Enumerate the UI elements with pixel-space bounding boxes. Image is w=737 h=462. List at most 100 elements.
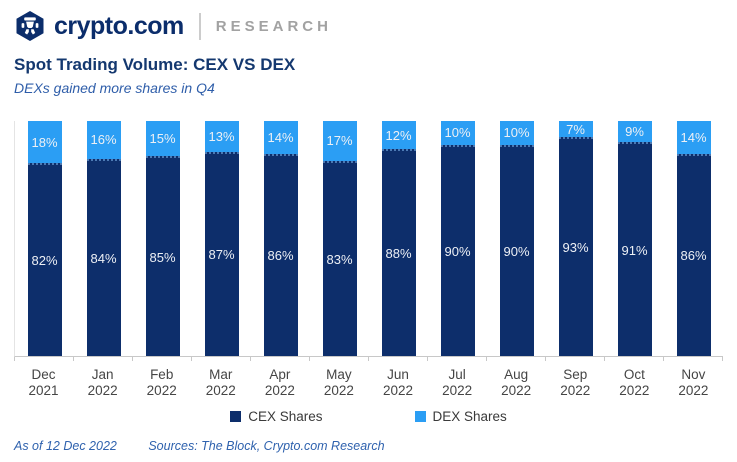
- stacked-bar: 10% 90%: [499, 121, 534, 356]
- axis-tick: [428, 357, 487, 361]
- legend-label: CEX Shares: [248, 408, 323, 424]
- dex-segment-label: 12%: [385, 127, 412, 143]
- axis-tick: [192, 357, 251, 361]
- cex-segment: 86%: [263, 153, 298, 356]
- dex-segment-label: 17%: [326, 133, 353, 149]
- cex-segment: 84%: [86, 158, 121, 356]
- axis-tick: [74, 357, 133, 361]
- cex-segment: 87%: [204, 151, 239, 356]
- stacked-bar: 9% 91%: [617, 121, 652, 356]
- dex-segment-label: 14%: [680, 129, 707, 145]
- bar-column: 10% 90%: [428, 121, 487, 356]
- axis-tick: [605, 357, 664, 361]
- cex-segment: 93%: [558, 137, 593, 356]
- bar-column: 10% 90%: [487, 121, 546, 356]
- axis-tick: [664, 357, 723, 361]
- sources-note: Sources: The Block, Crypto.com Research: [148, 438, 385, 453]
- axis-tick: [546, 357, 605, 361]
- cex-segment: 90%: [499, 144, 534, 356]
- plot-area: 18% 82% 16% 84% 15% 85% 13% 87% 14% 86% 17% 83% 12% 8…: [14, 121, 723, 357]
- header-divider: [198, 12, 201, 40]
- bars-container: 18% 82% 16% 84% 15% 85% 13% 87% 14% 86% 17% 83% 12% 8…: [15, 121, 723, 356]
- bar-column: 16% 84%: [74, 121, 133, 356]
- research-label: RESEARCH: [215, 17, 332, 35]
- x-tick-label: Dec 2021: [28, 367, 59, 399]
- dex-segment: 17%: [322, 121, 357, 161]
- bar-column: 14% 86%: [664, 121, 723, 356]
- cex-segment: 90%: [440, 144, 475, 356]
- stacked-bar: 17% 83%: [322, 121, 357, 356]
- x-tick-label: Jun 2022: [382, 367, 414, 399]
- cex-segment: 88%: [381, 149, 416, 356]
- cex-segment-label: 86%: [267, 248, 294, 264]
- dex-segment-label: 16%: [90, 132, 117, 148]
- x-tick-label: Oct 2022: [619, 367, 650, 399]
- bar-column: 12% 88%: [369, 121, 428, 356]
- x-tick-label: Apr 2022: [264, 367, 295, 399]
- x-tick-label: Jul 2022: [442, 367, 473, 399]
- dex-segment: 9%: [617, 121, 652, 143]
- x-axis-ticks: [14, 357, 723, 361]
- dex-segment-label: 14%: [267, 129, 294, 145]
- stacked-bar: 14% 86%: [263, 121, 298, 356]
- legend-swatch: [230, 410, 242, 422]
- legend-item: DEX Shares: [414, 408, 507, 424]
- stacked-bar: 12% 88%: [381, 121, 416, 356]
- stacked-bar: 16% 84%: [86, 121, 121, 356]
- cex-segment-label: 88%: [385, 246, 412, 262]
- dex-segment-label: 10%: [503, 125, 530, 141]
- cex-segment-label: 90%: [503, 243, 530, 259]
- x-axis-labels: Dec 2021 Jan 2022 Feb 2022 Mar 2022 Apr 2022 May 20…: [14, 367, 723, 400]
- dex-segment-label: 7%: [566, 121, 585, 137]
- chart-title: Spot Trading Volume: CEX VS DEX: [14, 55, 296, 74]
- dex-segment: 12%: [381, 121, 416, 150]
- axis-tick: [487, 357, 546, 361]
- dex-segment: 14%: [263, 121, 298, 154]
- dex-segment: 13%: [204, 121, 239, 152]
- dex-segment-label: 18%: [31, 134, 58, 150]
- x-tick-label: Mar 2022: [205, 367, 236, 399]
- x-tick-label: Jan 2022: [87, 367, 118, 399]
- dex-segment: 16%: [86, 121, 121, 159]
- dex-segment: 10%: [440, 121, 475, 145]
- cex-segment-label: 86%: [680, 248, 707, 264]
- stacked-bar: 15% 85%: [145, 121, 180, 356]
- bar-column: 7% 93%: [546, 121, 605, 356]
- bar-column: 9% 91%: [605, 121, 664, 356]
- stacked-bar: 7% 93%: [558, 121, 593, 356]
- chart-subtitle: DEXs gained more shares in Q4: [14, 80, 215, 96]
- stacked-bar: 18% 82%: [27, 121, 62, 356]
- bar-column: 13% 87%: [192, 121, 251, 356]
- cex-segment: 86%: [676, 153, 711, 356]
- x-tick-label: Feb 2022: [146, 367, 177, 399]
- bar-column: 18% 82%: [15, 121, 74, 356]
- stacked-bar: 13% 87%: [204, 121, 239, 356]
- stacked-bar: 14% 86%: [676, 121, 711, 356]
- x-tick-label: Sep 2022: [560, 367, 591, 399]
- axis-tick: [251, 357, 310, 361]
- axis-tick: [310, 357, 369, 361]
- dex-segment: 10%: [499, 121, 534, 145]
- stacked-bar: 10% 90%: [440, 121, 475, 356]
- cex-segment-label: 90%: [444, 243, 471, 259]
- dex-segment: 14%: [676, 121, 711, 154]
- x-tick-label: May 2022: [323, 367, 354, 399]
- bar-column: 17% 83%: [310, 121, 369, 356]
- crypto-com-logo-icon: [16, 11, 44, 41]
- cex-segment: 82%: [27, 163, 62, 356]
- dex-segment: 15%: [145, 121, 180, 157]
- cex-segment-label: 91%: [621, 242, 648, 258]
- header: crypto.com RESEARCH: [14, 8, 723, 44]
- cex-segment: 83%: [322, 160, 357, 356]
- axis-tick: [14, 357, 74, 361]
- x-tick-label: Aug 2022: [501, 367, 532, 399]
- cex-segment-label: 85%: [149, 249, 176, 265]
- bar-column: 15% 85%: [133, 121, 192, 356]
- legend: CEX Shares DEX Shares: [14, 409, 723, 424]
- footer-note: As of 12 Dec 2022 Sources: The Block, Cr…: [14, 439, 723, 453]
- cex-segment-label: 87%: [208, 247, 235, 263]
- as-of-date: As of 12 Dec 2022: [14, 438, 117, 453]
- cex-segment-label: 84%: [90, 250, 117, 266]
- legend-label: DEX Shares: [432, 408, 507, 424]
